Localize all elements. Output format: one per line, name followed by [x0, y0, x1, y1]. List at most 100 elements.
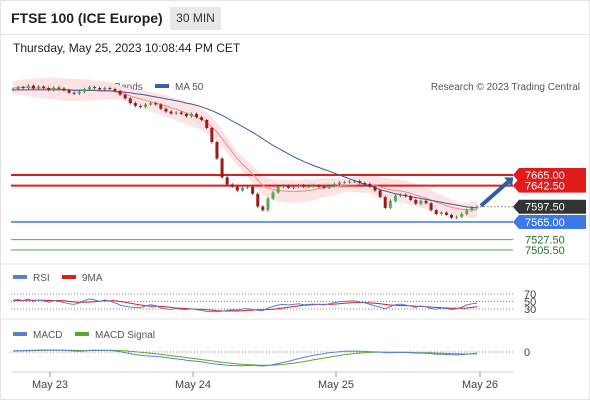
candle-body — [261, 206, 265, 211]
x-tick-label-2: May 25 — [318, 379, 354, 391]
candle-body — [87, 87, 91, 89]
candle-body — [373, 186, 377, 191]
candle-body — [205, 120, 209, 128]
candle-body — [414, 199, 418, 204]
candle-body — [388, 200, 392, 208]
candle-body — [378, 190, 382, 198]
candle-body — [189, 113, 193, 117]
candle-body — [312, 185, 316, 187]
candle-body — [266, 198, 270, 211]
candle-body — [358, 181, 362, 183]
candle-body — [460, 214, 464, 217]
candle-body — [322, 186, 326, 188]
candle-body — [164, 108, 168, 112]
candle-body — [200, 117, 204, 121]
candle-body — [195, 113, 199, 118]
candle-body — [281, 185, 285, 187]
candle-body — [36, 86, 40, 89]
candle-body — [348, 181, 352, 183]
candle-body — [118, 90, 122, 95]
credit-label: Research © 2023 Trading Central — [431, 82, 580, 93]
candle-body — [235, 186, 239, 191]
candle-body — [21, 87, 25, 89]
price-label-box-1 — [513, 178, 586, 193]
candle-body — [67, 90, 71, 93]
price-label-box-3 — [513, 215, 586, 229]
candle-body — [184, 113, 188, 117]
candle-body — [16, 87, 20, 89]
rsi-tick-0: 70 — [524, 289, 536, 301]
x-tick-label-3: May 26 — [462, 379, 498, 391]
candle-body — [159, 104, 163, 109]
candle-body — [434, 210, 438, 215]
candle-body — [424, 200, 428, 204]
candle-body — [179, 112, 183, 114]
candle-body — [307, 186, 311, 188]
candle-body — [271, 192, 275, 199]
price-label-box-2 — [513, 199, 586, 214]
candle-body — [144, 104, 148, 107]
candle-body — [383, 197, 387, 208]
candle-body — [57, 87, 61, 89]
rsi-legend-swatch — [13, 275, 27, 279]
candle-body — [108, 88, 112, 90]
candle-body — [337, 182, 341, 184]
candle-body — [174, 112, 178, 114]
macd-line — [12, 349, 478, 367]
candle-body — [128, 98, 132, 104]
candle-body — [149, 103, 153, 105]
candle-body — [154, 103, 158, 105]
candle-body — [246, 186, 250, 188]
candle-body — [103, 88, 107, 90]
bollinger-band — [13, 77, 477, 219]
candle-body — [52, 87, 56, 90]
candle-body — [470, 207, 474, 211]
candle-body — [256, 193, 260, 207]
candle-body — [393, 195, 397, 201]
candle-body — [113, 88, 117, 91]
price-label-1: 7642.50 — [525, 181, 565, 193]
price-label-2: 7597.50 — [525, 202, 565, 214]
candle-body — [399, 194, 403, 196]
timeframe-badge[interactable]: 30 MIN — [170, 7, 221, 30]
header-divider — [0, 34, 588, 35]
signal-legend-swatch — [75, 332, 89, 336]
candle-body — [276, 186, 280, 193]
candle-body — [302, 185, 306, 187]
candle-body — [291, 186, 295, 188]
signal-legend-label: MACD Signal — [95, 330, 155, 341]
candle-body — [230, 184, 234, 187]
ma50-legend-swatch — [155, 84, 169, 88]
candle-body — [93, 87, 97, 89]
candle-body — [47, 88, 51, 90]
candle-body — [225, 177, 229, 185]
ma50-legend-label: MA 50 — [175, 82, 204, 93]
candle-body — [82, 88, 86, 92]
ma50-line — [13, 89, 478, 209]
x-axis: May 23 May 24 May 25 May 26 — [32, 372, 498, 391]
candle-body — [42, 86, 46, 89]
candle-body — [297, 185, 301, 187]
candle-body — [210, 128, 214, 143]
candle-body — [444, 212, 448, 215]
candle-body — [368, 183, 372, 187]
candle-body — [342, 182, 346, 184]
candle-body — [409, 196, 413, 200]
rsi-legend-label: RSI — [33, 273, 50, 284]
instrument-title: FTSE 100 (ICE Europe) — [11, 10, 163, 26]
candle-body — [286, 185, 290, 188]
trend-arrow-head — [504, 177, 514, 187]
candle-body — [429, 203, 433, 211]
rsi-ma-legend-swatch — [62, 275, 76, 279]
candle-body — [31, 85, 35, 89]
macd-legend-swatch — [13, 332, 27, 336]
candle-body — [404, 194, 408, 197]
macd-panel: 0 — [11, 347, 530, 367]
price-label-5: 7505.50 — [525, 245, 565, 257]
rsi-tick-2: 30 — [524, 304, 536, 316]
rsi-line — [12, 298, 478, 313]
candle-body — [98, 88, 102, 90]
rsi-ma-legend-label: 9MA — [82, 273, 103, 284]
